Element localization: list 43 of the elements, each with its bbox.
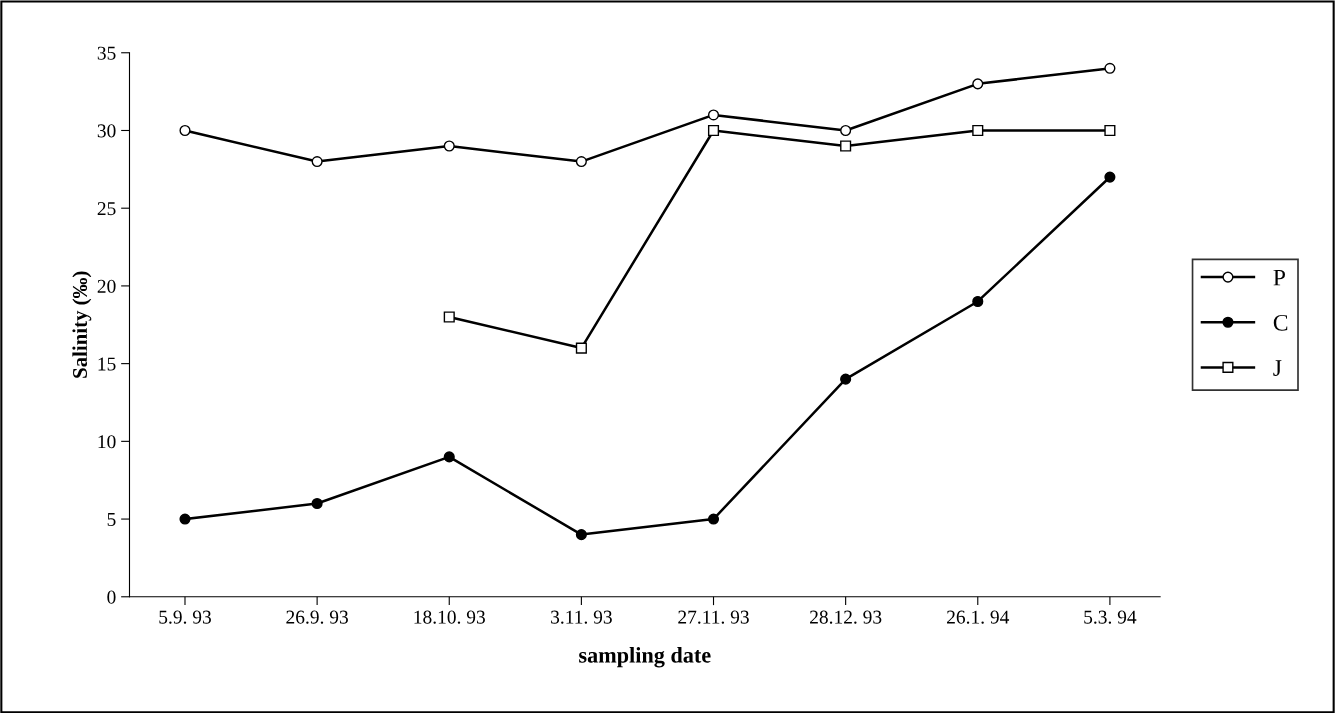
point	[707, 513, 720, 525]
legend-label: P	[1273, 269, 1285, 286]
point	[840, 373, 852, 385]
point	[443, 451, 455, 463]
point	[707, 109, 720, 121]
point	[179, 513, 191, 525]
point	[1104, 62, 1116, 74]
point	[972, 78, 984, 90]
point	[311, 497, 323, 510]
point	[575, 342, 587, 354]
y-tick-label: 25	[97, 202, 116, 216]
y-tick-label: 5	[107, 513, 116, 526]
point	[443, 311, 455, 323]
y-tick-label: 35	[97, 46, 116, 60]
y-tick-label: 30	[97, 124, 116, 138]
point	[443, 140, 455, 152]
x-tick-label: 5.9. 93	[159, 610, 211, 624]
y-tick-label: 15	[98, 357, 116, 371]
legend-label: C	[1273, 314, 1288, 331]
point	[972, 124, 984, 137]
x-tick-label: 3.11. 93	[551, 610, 612, 624]
point	[972, 295, 984, 308]
point	[311, 156, 323, 168]
point	[179, 124, 191, 137]
y-tick-label: 0	[107, 590, 116, 604]
point	[840, 124, 852, 137]
point	[575, 156, 587, 168]
point	[1104, 124, 1116, 137]
point	[575, 529, 587, 541]
x-tick-label: 5.3. 94	[1084, 610, 1137, 624]
y-axis-title: Salinity (‰)	[72, 271, 92, 378]
point	[707, 124, 720, 137]
y-tick-label: 20	[97, 279, 116, 293]
x-tick-label: 26.9. 93	[286, 610, 348, 624]
x-tick-label: 28.12. 93	[810, 610, 882, 624]
x-axis-title: sampling date	[579, 647, 711, 668]
x-tick-label: 18.10. 93	[414, 610, 485, 624]
point	[1104, 171, 1116, 183]
x-tick-label: 27.11. 93	[678, 610, 749, 624]
point	[840, 140, 852, 152]
x-tick-label: 26.1. 94	[947, 610, 1010, 624]
y-tick-label: 10	[98, 435, 116, 449]
legend-label: J	[1273, 360, 1282, 376]
